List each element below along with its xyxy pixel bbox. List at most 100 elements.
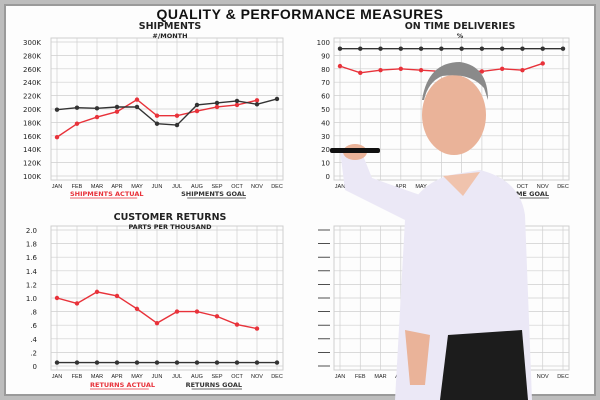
y-tick-label: 260K	[23, 66, 41, 74]
data-point	[54, 107, 60, 112]
y-tick-label: 100K	[23, 173, 41, 181]
data-point	[398, 46, 404, 51]
y-tick-label: 2.0	[26, 227, 37, 235]
data-point	[214, 100, 220, 106]
y-tick-label: .8	[30, 309, 37, 317]
data-point	[194, 102, 200, 108]
data-point	[94, 360, 100, 365]
x-tick-label: SEP	[211, 374, 222, 380]
legend-label: RETURNS ACTUAL	[90, 381, 155, 389]
x-tick-label: OCT	[231, 374, 243, 380]
x-tick-label: OCT	[231, 184, 243, 190]
chart-title: ON TIME DELIVERIES	[405, 21, 516, 32]
presenter-person	[330, 62, 532, 400]
data-point	[194, 360, 200, 365]
data-point	[154, 320, 160, 326]
data-point	[418, 46, 424, 51]
data-point	[74, 105, 80, 110]
chart-subtitle: %	[457, 32, 464, 40]
x-tick-label: NOV	[537, 184, 549, 190]
data-point	[234, 98, 240, 104]
y-tick-label: 300K	[23, 39, 41, 47]
data-point	[54, 360, 60, 365]
chart-subtitle: PARTS PER THOUSAND	[129, 223, 213, 231]
legend-label: TIME GOAL	[509, 190, 549, 198]
y-tick-label: 200K	[23, 106, 41, 114]
x-tick-label: SEP	[211, 184, 222, 190]
x-tick-label: JUL	[172, 184, 182, 190]
data-point	[378, 46, 383, 51]
x-tick-label: MAY	[415, 184, 427, 190]
series-line	[56, 98, 278, 126]
data-point	[254, 102, 260, 107]
x-tick-label: APR	[395, 184, 406, 190]
y-tick-label: .4	[30, 336, 37, 344]
x-tick-label: APR	[111, 374, 122, 380]
x-tick-label: JAN	[335, 374, 345, 380]
chart-subtitle: #/MONTH	[152, 32, 187, 40]
x-tick-label: JAN	[52, 374, 62, 380]
data-point	[234, 102, 240, 108]
y-tick-label: 220K	[23, 93, 41, 101]
legend-label: RETURNS GOAL	[186, 381, 242, 389]
data-point	[479, 69, 485, 74]
x-tick-label: NOV	[251, 374, 263, 380]
data-point	[154, 360, 160, 365]
y-tick-label: 10	[321, 160, 330, 168]
data-point	[499, 46, 505, 51]
data-point	[194, 309, 200, 314]
data-point	[358, 70, 363, 76]
data-point	[337, 63, 343, 69]
x-tick-label: FEB	[72, 374, 83, 380]
y-tick-label: 30	[321, 133, 330, 141]
chart-title: SHIPMENTS	[139, 21, 202, 32]
y-tick-label: 70	[321, 79, 330, 87]
x-tick-label: AUG	[191, 374, 203, 380]
data-point	[134, 97, 140, 102]
x-tick-label: JUL	[172, 374, 182, 380]
x-tick-label: DEC	[271, 374, 283, 380]
data-point	[214, 314, 220, 319]
data-point	[134, 104, 140, 110]
data-point	[520, 46, 525, 51]
x-tick-label: JAN	[52, 184, 62, 190]
data-point	[214, 104, 220, 110]
data-point	[54, 134, 60, 140]
y-tick-label: 20	[321, 146, 330, 154]
data-point	[358, 46, 363, 51]
x-tick-label: MAR	[374, 374, 386, 380]
data-point	[418, 67, 424, 73]
data-point	[540, 46, 545, 51]
data-point	[499, 66, 505, 72]
data-point	[114, 293, 120, 299]
y-tick-label: 280K	[23, 52, 41, 60]
legend-label: SHIPMENTS ACTUAL	[70, 190, 144, 198]
data-point	[154, 121, 160, 126]
data-point	[114, 109, 120, 114]
y-tick-label: 1.0	[26, 295, 37, 303]
y-tick-label: .2	[30, 349, 37, 357]
data-point	[254, 326, 260, 331]
data-point	[114, 104, 120, 110]
x-tick-label: FEB	[72, 184, 83, 190]
data-point	[174, 122, 180, 128]
data-point	[398, 66, 404, 72]
data-point	[560, 46, 566, 51]
y-tick-label: 160K	[23, 133, 41, 141]
x-tick-label: MAY	[131, 184, 143, 190]
x-tick-label: AUG	[191, 184, 203, 190]
data-point	[74, 121, 80, 126]
x-tick-label: DEC	[271, 184, 283, 190]
data-point	[274, 360, 280, 365]
data-point	[479, 46, 485, 51]
data-point	[254, 360, 260, 365]
data-point	[94, 289, 100, 295]
x-tick-label: MAY	[131, 374, 143, 380]
data-point	[74, 301, 80, 306]
x-tick-label: MAR	[91, 184, 103, 190]
data-point	[174, 113, 180, 118]
data-point	[439, 46, 444, 51]
data-point	[520, 67, 525, 73]
x-tick-label: JUN	[152, 374, 163, 380]
